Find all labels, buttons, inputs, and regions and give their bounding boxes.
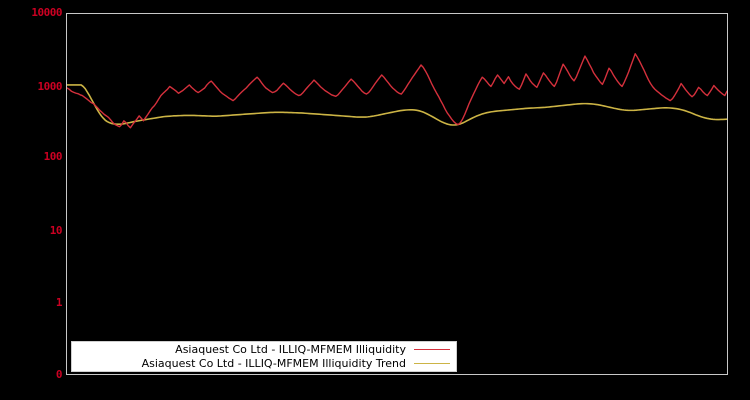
y-tick-100: 100 xyxy=(43,150,63,163)
chart-canvas xyxy=(67,53,727,129)
y-tick-0: 0 xyxy=(55,368,63,381)
series-line-illiquidity xyxy=(67,53,727,129)
legend-entry-illiquidity[interactable]: Asiaquest Co Ltd - ILLIQ-MFMEM Illiquidi… xyxy=(72,343,450,357)
legend-label-trend: Asiaquest Co Ltd - ILLIQ-MFMEM Illiquidi… xyxy=(141,357,406,370)
legend-label-illiquidity: Asiaquest Co Ltd - ILLIQ-MFMEM Illiquidi… xyxy=(175,343,406,356)
legend-entry-trend[interactable]: Asiaquest Co Ltd - ILLIQ-MFMEM Illiquidi… xyxy=(72,357,450,371)
legend-swatch-illiquidity xyxy=(414,349,450,350)
legend-swatch-trend xyxy=(414,363,450,364)
y-tick-1000: 1000 xyxy=(37,80,63,93)
chart-legend[interactable]: Asiaquest Co Ltd - ILLIQ-MFMEM Illiquidi… xyxy=(71,341,457,372)
series-line-trend xyxy=(67,84,727,126)
y-tick-10000: 10000 xyxy=(31,6,62,19)
plot-area xyxy=(66,13,728,375)
y-tick-1: 1 xyxy=(55,296,63,309)
y-tick-10: 10 xyxy=(49,224,63,237)
